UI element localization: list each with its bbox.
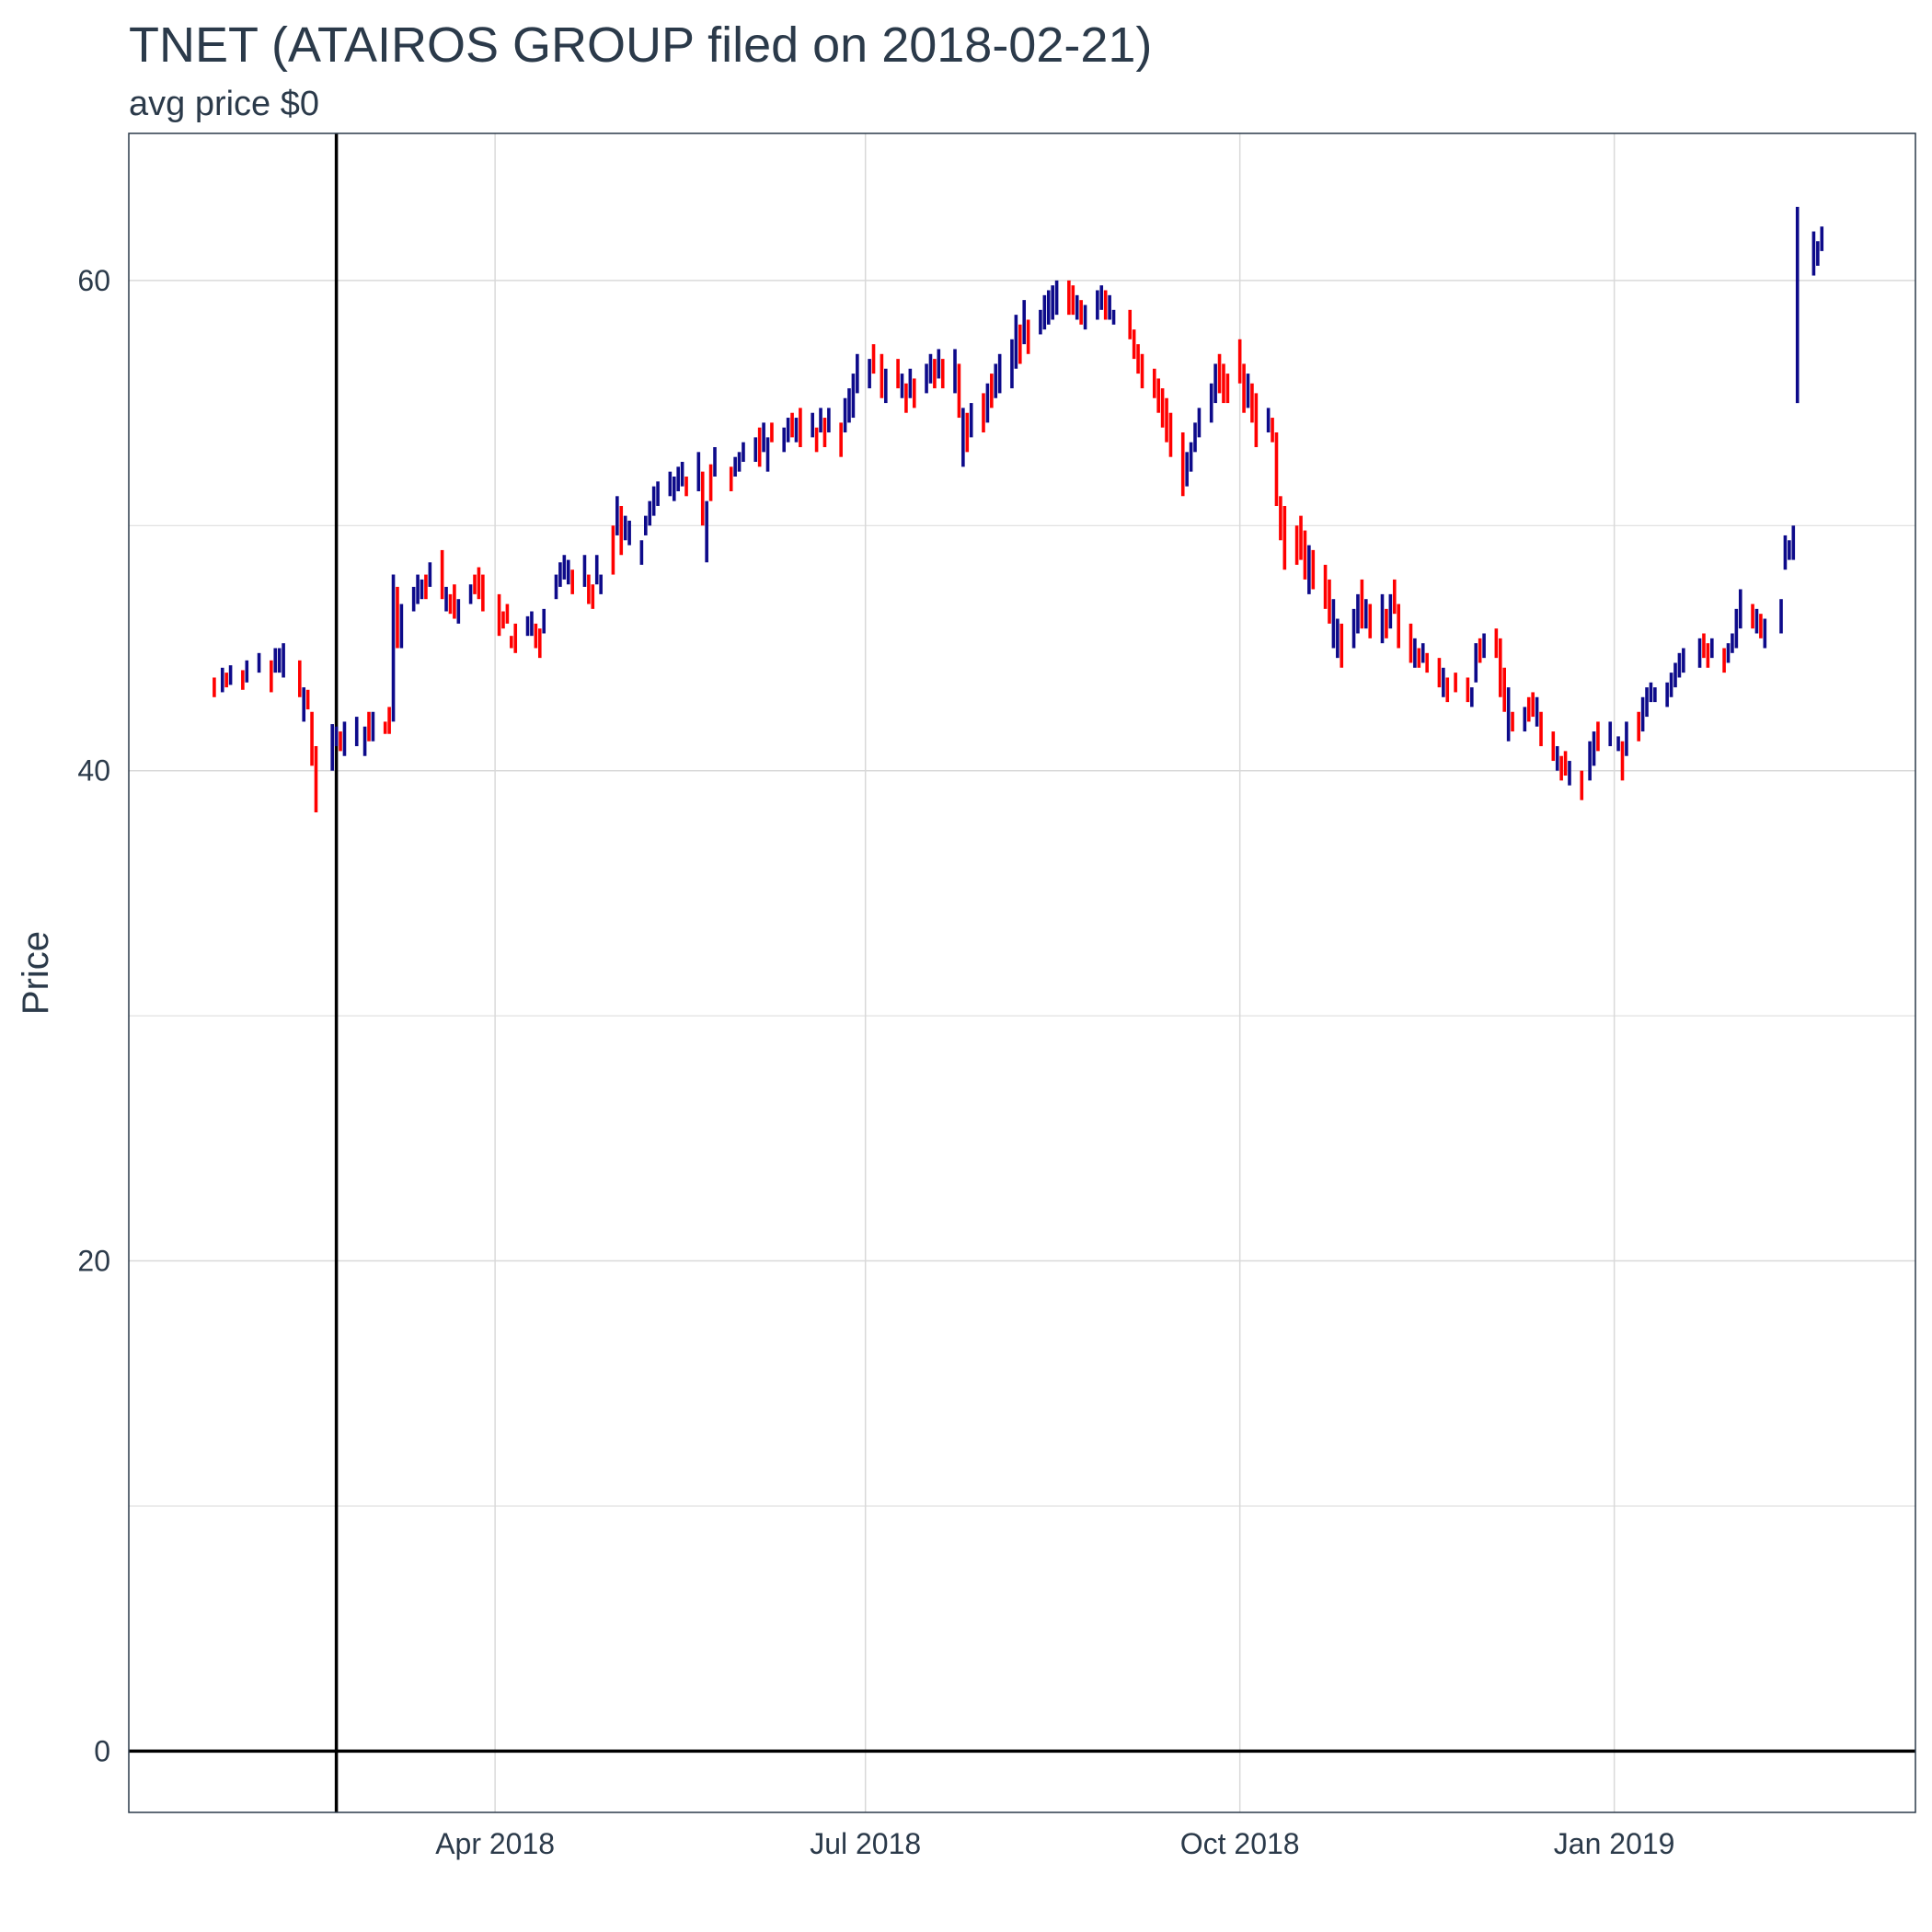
y-tick-label: 60 xyxy=(77,264,110,297)
grid xyxy=(129,133,1915,1812)
y-tick-label: 40 xyxy=(77,754,110,788)
x-tick-label: Apr 2018 xyxy=(435,1827,555,1860)
x-tick-label: Oct 2018 xyxy=(1180,1827,1300,1860)
chart-subtitle: avg price $0 xyxy=(129,85,320,123)
x-tick-label: Jul 2018 xyxy=(810,1827,921,1860)
y-tick-label: 0 xyxy=(94,1734,110,1767)
price-bars xyxy=(213,206,1824,812)
plot-frame xyxy=(128,132,1916,1813)
x-axis: Apr 2018 Jul 2018 Oct 2018 Jan 2019 xyxy=(435,1827,1674,1860)
reference-lines xyxy=(129,133,1915,1812)
x-tick-label: Jan 2019 xyxy=(1554,1827,1675,1860)
chart-title: TNET (ATAIROS GROUP filed on 2018-02-21) xyxy=(129,17,1153,73)
y-tick-label: 20 xyxy=(77,1245,110,1278)
y-axis: 0 20 40 60 xyxy=(77,264,110,1768)
y-axis-title: Price xyxy=(16,931,56,1015)
